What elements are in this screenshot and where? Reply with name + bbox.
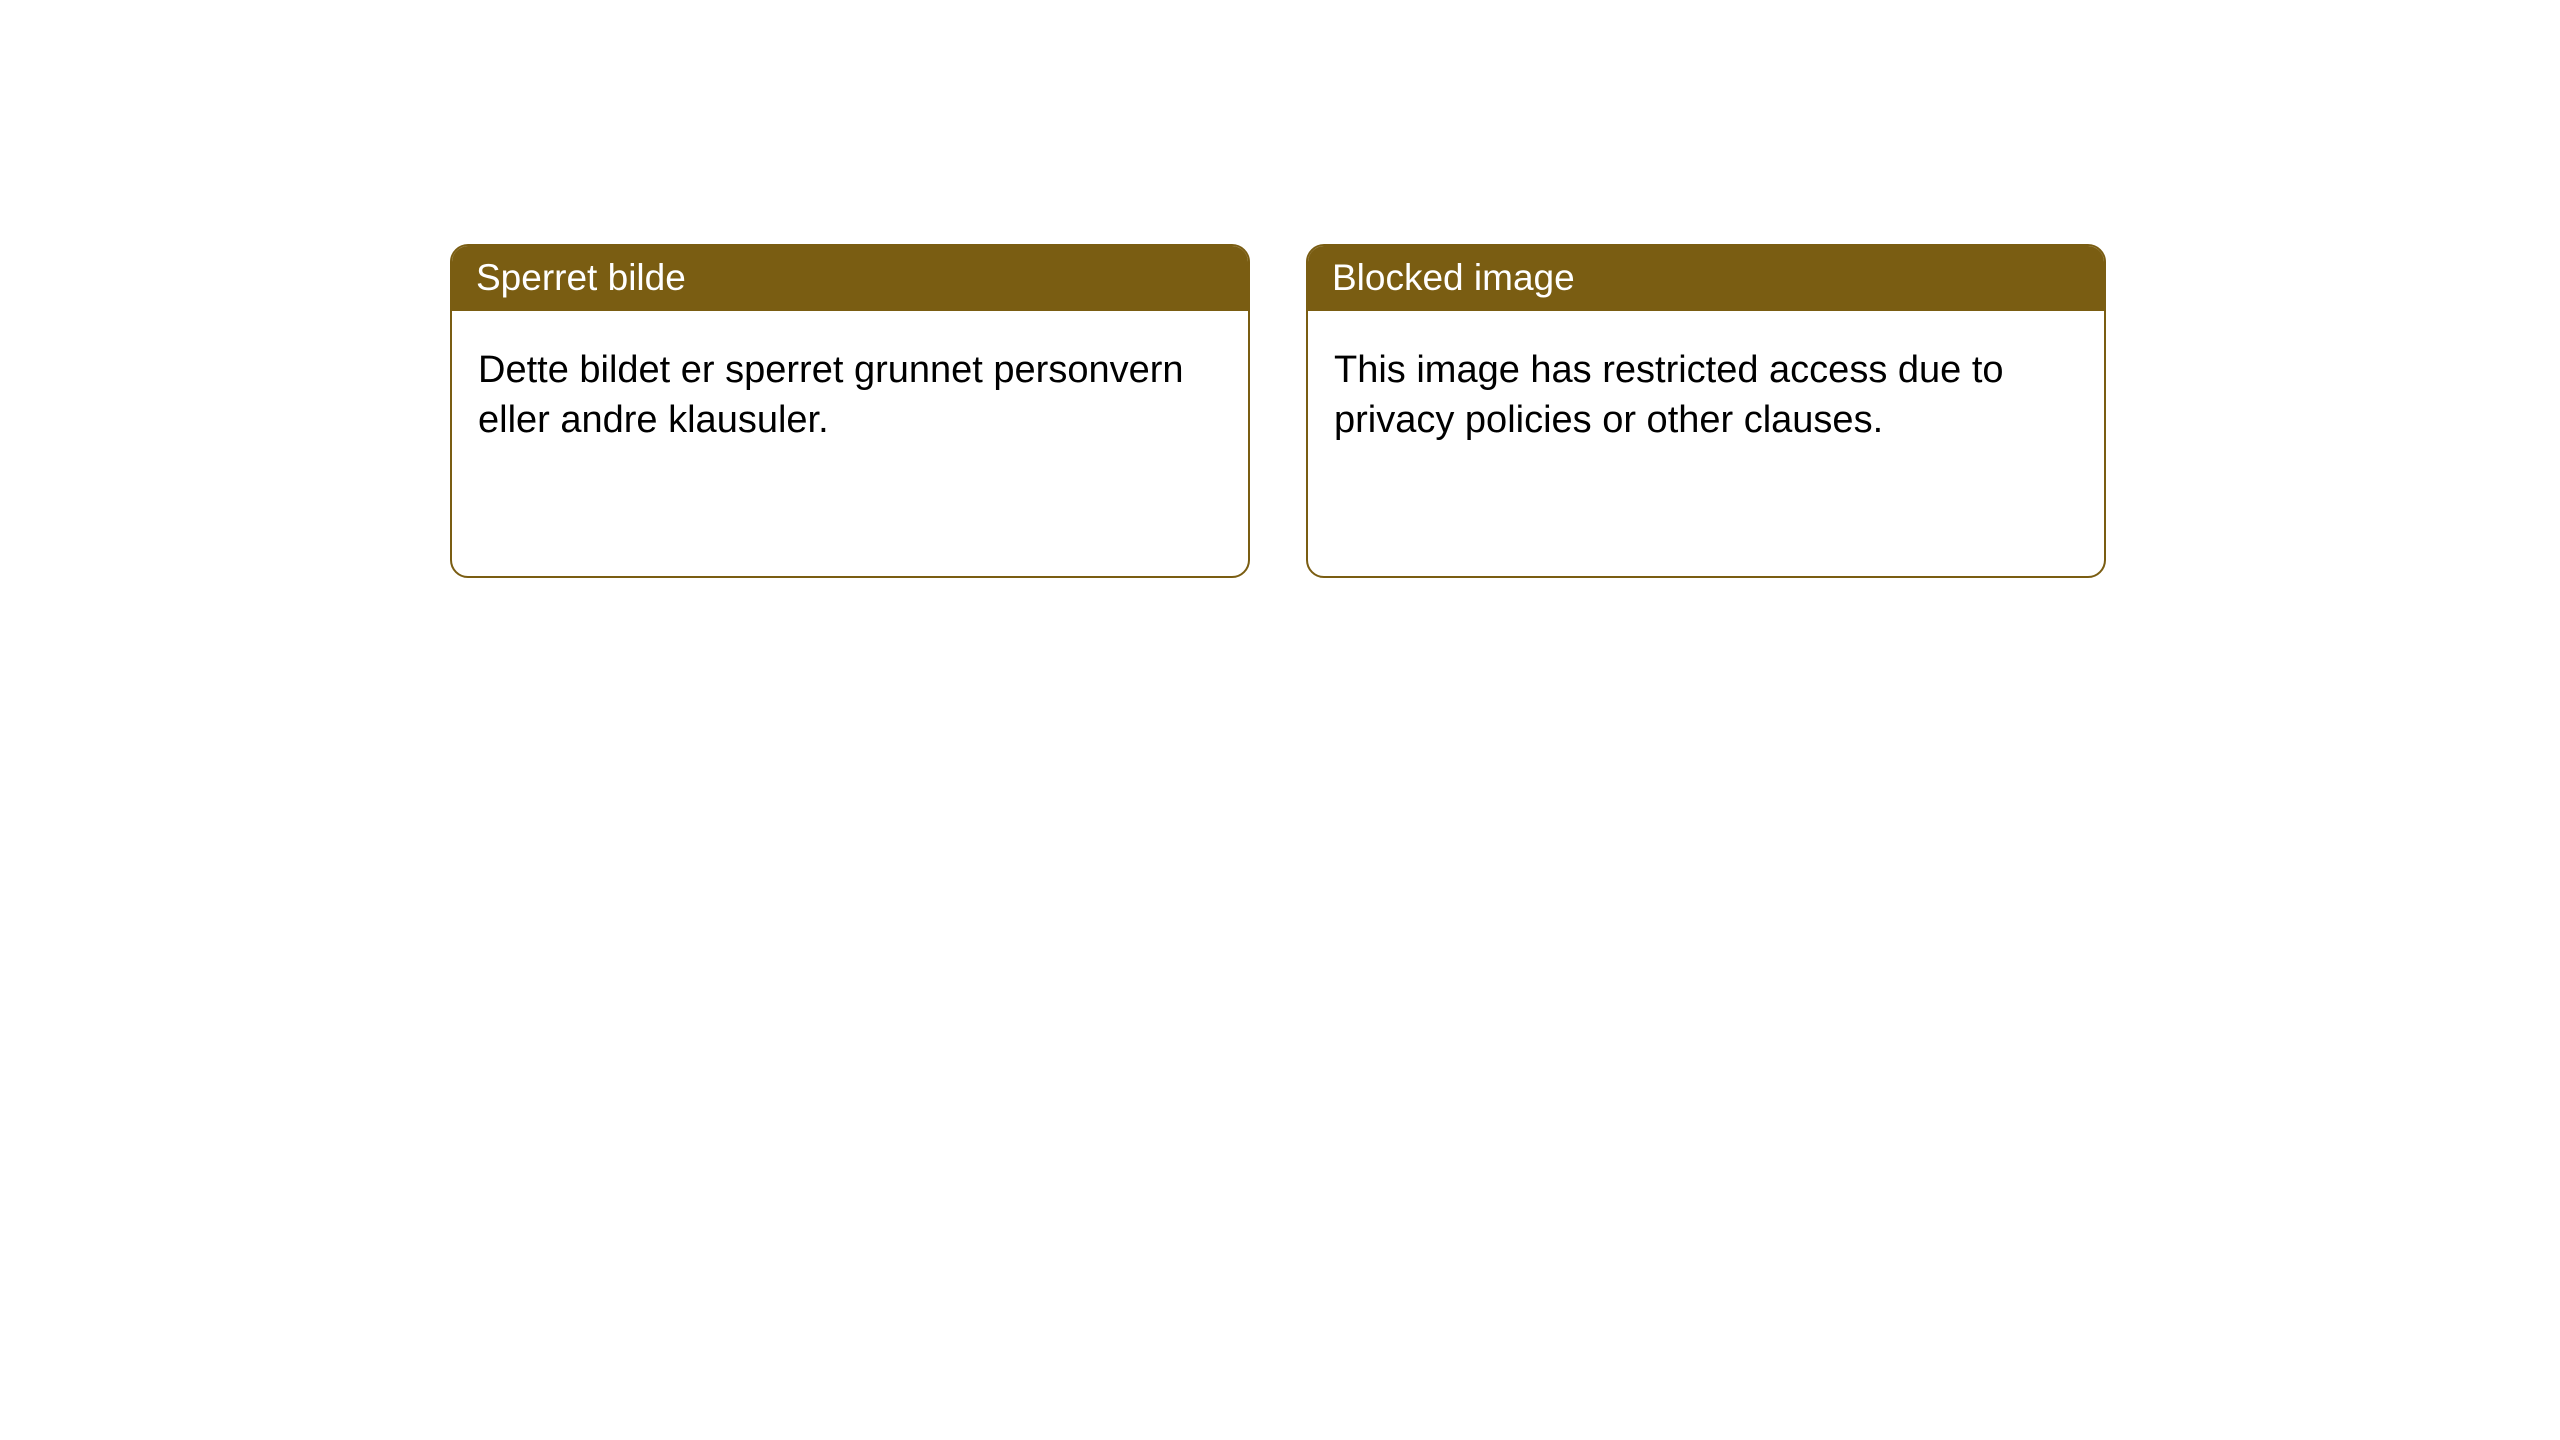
card-body: This image has restricted access due to … [1308,311,2104,471]
notice-card-norwegian: Sperret bilde Dette bildet er sperret gr… [450,244,1250,578]
notice-container: Sperret bilde Dette bildet er sperret gr… [0,0,2560,578]
card-body: Dette bildet er sperret grunnet personve… [452,311,1248,471]
notice-card-english: Blocked image This image has restricted … [1306,244,2106,578]
card-header: Sperret bilde [452,246,1248,311]
card-header: Blocked image [1308,246,2104,311]
